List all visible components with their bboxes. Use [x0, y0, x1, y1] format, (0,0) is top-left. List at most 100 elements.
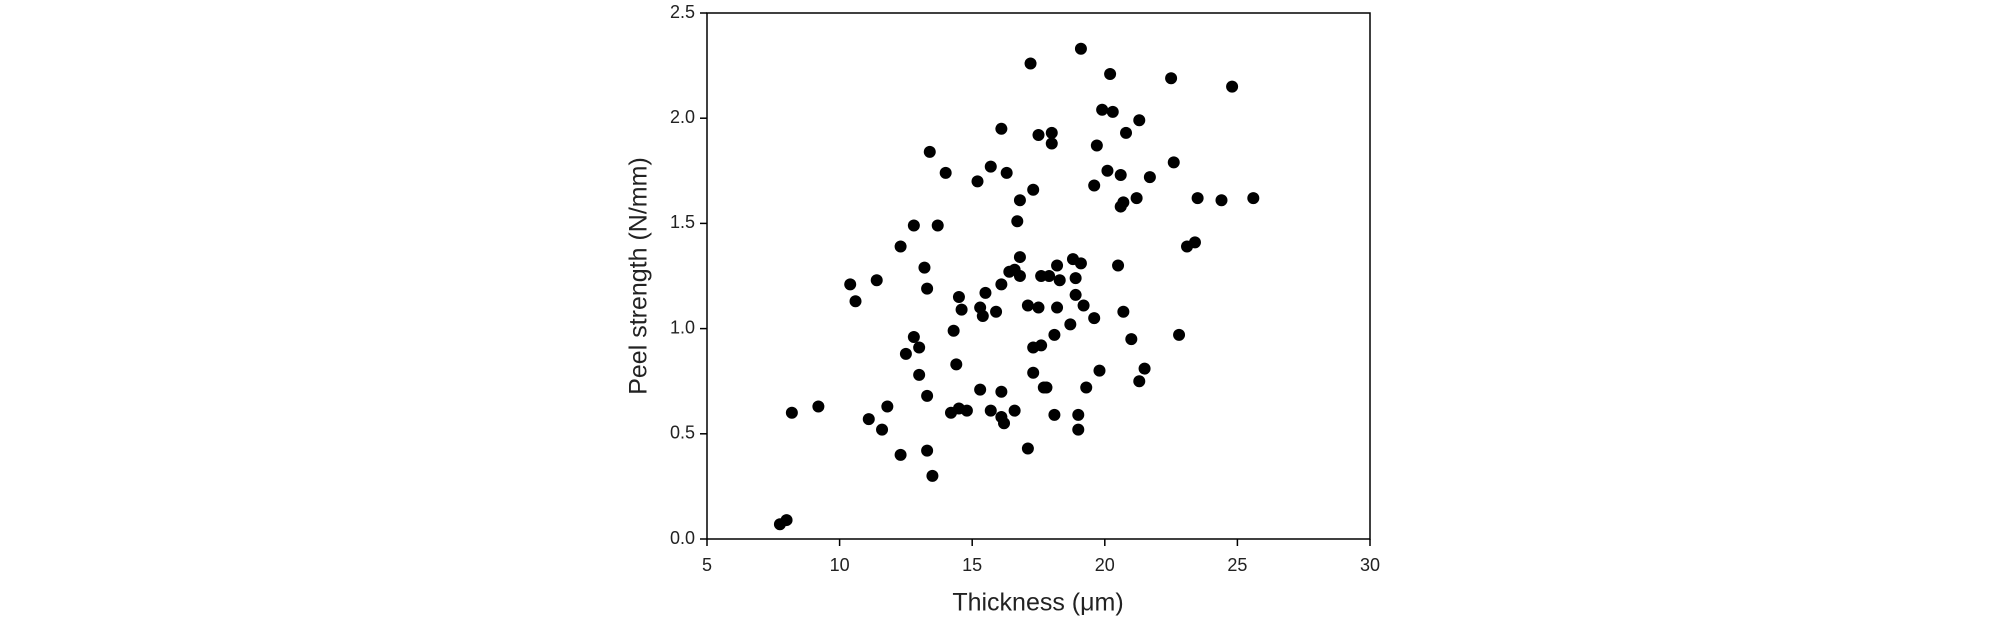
scatter-point: [913, 341, 926, 354]
scatter-point: [1191, 192, 1204, 205]
scatter-point: [1101, 164, 1114, 177]
scatter-point: [1120, 126, 1133, 139]
scatter-point: [1032, 301, 1045, 314]
scatter-point: [844, 278, 857, 291]
scatter-point: [1077, 299, 1090, 312]
scatter-point: [1117, 196, 1130, 209]
scatter-point: [955, 303, 968, 316]
x-tick-label: 20: [1095, 555, 1115, 575]
scatter-point: [785, 406, 798, 419]
scatter-point: [1045, 137, 1058, 150]
scatter-point: [1043, 270, 1056, 282]
scatter-point: [780, 514, 793, 527]
x-tick-label: 10: [830, 555, 850, 575]
scatter-point: [1011, 215, 1024, 228]
scatter-point: [881, 400, 894, 413]
scatter-point: [1106, 105, 1119, 118]
scatter-point: [918, 261, 931, 274]
scatter-point: [1112, 259, 1125, 272]
scatter-point: [1138, 362, 1151, 375]
scatter-point: [995, 385, 1008, 398]
scatter-point: [921, 389, 934, 402]
y-tick-label: 1.0: [670, 317, 695, 337]
scatter-point: [971, 175, 984, 188]
scatter-point: [960, 404, 973, 417]
scatter-point: [1133, 114, 1146, 127]
scatter-point: [1048, 328, 1061, 341]
scatter-point: [1167, 156, 1180, 169]
scatter-point: [926, 469, 939, 482]
scatter-point: [1027, 366, 1040, 379]
scatter-point: [1021, 442, 1034, 455]
y-tick-label: 2.5: [670, 2, 695, 22]
scatter-point: [1093, 364, 1106, 377]
y-tick-label: 0.0: [670, 528, 695, 548]
scatter-point: [1188, 236, 1201, 249]
scatter-point: [894, 240, 907, 253]
scatter-point: [1074, 257, 1087, 270]
scatter-point: [1173, 328, 1186, 341]
scatter-point: [1013, 194, 1026, 207]
scatter-point: [995, 122, 1008, 135]
scatter-point: [1072, 408, 1085, 421]
scatter-point: [1072, 423, 1085, 436]
scatter-point: [1143, 171, 1156, 184]
scatter-point: [1104, 68, 1117, 81]
scatter-point: [1088, 312, 1101, 325]
scatter-point: [1069, 288, 1082, 301]
scatter-point: [1045, 126, 1058, 139]
scatter-point: [979, 286, 992, 299]
scatter-point: [907, 219, 920, 232]
scatter-point: [1165, 72, 1178, 85]
scatter-point: [812, 400, 825, 413]
x-tick-label: 30: [1360, 555, 1380, 575]
scatter-point: [1000, 166, 1013, 179]
scatter-point: [931, 219, 944, 232]
scatter-point: [1133, 375, 1146, 388]
scatter-point: [1064, 318, 1077, 331]
scatter-point: [1053, 274, 1066, 287]
scatter-point: [952, 291, 965, 304]
x-tick-label: 15: [962, 555, 982, 575]
scatter-point: [1013, 270, 1026, 282]
scatter-point: [876, 423, 889, 436]
scatter-point: [1114, 169, 1127, 182]
scatter-point: [1021, 299, 1034, 312]
scatter-point: [1130, 192, 1143, 205]
scatter-point: [907, 331, 920, 344]
scatter-point: [1125, 333, 1138, 346]
scatter-point: [921, 282, 934, 295]
scatter-point: [990, 305, 1003, 318]
plot-frame: [706, 12, 1371, 540]
scatter-point: [998, 417, 1011, 430]
scatter-point: [1013, 251, 1026, 264]
y-tick-label: 0.5: [670, 423, 695, 443]
scatter-point: [1215, 194, 1228, 207]
scatter-point: [1090, 139, 1103, 152]
scatter-point: [899, 347, 912, 360]
scatter-point: [974, 383, 987, 396]
x-tick-label: 25: [1227, 555, 1247, 575]
scatter-point: [995, 278, 1008, 291]
scatter-point: [984, 404, 997, 417]
scatter-point: [1117, 305, 1130, 318]
scatter-point: [1051, 259, 1064, 272]
scatter-point: [976, 309, 989, 322]
y-tick-label: 2.0: [670, 107, 695, 127]
scatter-point: [984, 160, 997, 173]
scatter-point: [1032, 129, 1045, 142]
scatter-point: [1024, 57, 1037, 70]
scatter-point: [950, 358, 963, 371]
scatter-point: [923, 145, 936, 158]
scatter-point: [1080, 381, 1093, 394]
scatter-point: [1074, 42, 1087, 55]
scatter-point: [913, 368, 926, 381]
scatter-point: [939, 166, 952, 179]
scatter-point: [1226, 80, 1239, 93]
scatter-point: [947, 324, 960, 337]
scatter-point: [1008, 404, 1021, 417]
scatter-point: [1088, 179, 1101, 192]
scatter-point: [1035, 339, 1048, 352]
scatter-point: [1247, 192, 1260, 205]
